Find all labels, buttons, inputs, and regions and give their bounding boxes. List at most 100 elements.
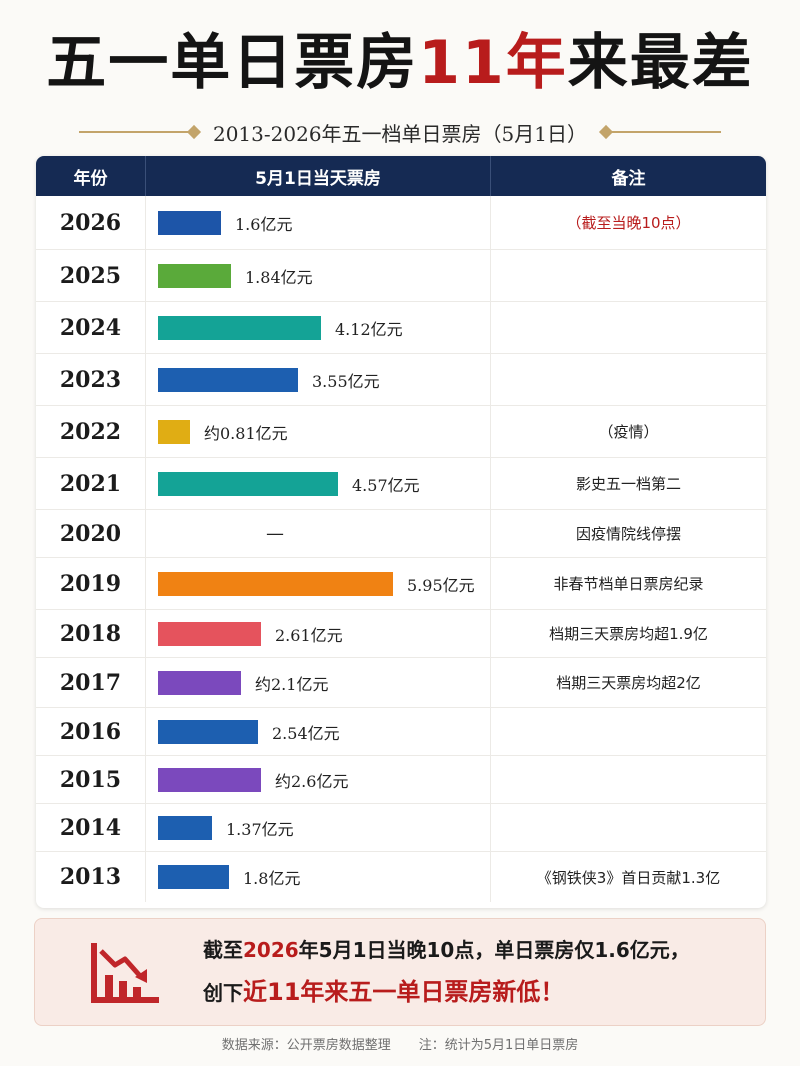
bar-2023 — [158, 367, 298, 392]
subtitle-row: 2013-2026年五一档单日票房（5月1日） — [0, 112, 800, 152]
table-row: 2021 4.57亿元 影史五一档第二 — [36, 458, 766, 510]
bar-2013 — [158, 865, 229, 889]
bar-cell: 5.95亿元 — [146, 558, 491, 609]
note-cell: 档期三天票房均超1.9亿 — [549, 625, 708, 643]
callout-line1-b: 年5月1日当晚10点，单日票房仅1.6亿元， — [298, 938, 690, 962]
year-label: 2023 — [36, 354, 146, 405]
value-label: 约0.81亿元 — [204, 423, 288, 443]
box-office-table: 年份 5月1日当天票房 备注 2026 1.6亿元 （截至当晚10点） 2025 1.8… — [36, 156, 766, 908]
title-post: 来最差 — [567, 28, 754, 98]
value-label: 1.8亿元 — [243, 869, 301, 888]
year-label: 2014 — [36, 804, 146, 851]
note-cell: 影史五一档第二 — [575, 475, 681, 493]
bar-2024 — [158, 315, 321, 340]
year-label: 2020 — [36, 510, 146, 557]
note-cell — [491, 302, 766, 353]
callout-line2-a: 创下 — [203, 981, 243, 1005]
table-row: 2025 1.84亿元 — [36, 250, 766, 302]
note-cell: 非春节档单日票房纪录 — [553, 575, 704, 593]
note-cell: （疫情） — [598, 423, 659, 441]
table-row: 2014 1.37亿元 — [36, 804, 766, 852]
table-header: 年份 5月1日当天票房 备注 — [36, 156, 766, 196]
summary-callout: 截至2026年5月1日当晚10点，单日票房仅1.6亿元， 创下近11年来五一单日… — [34, 918, 766, 1026]
bar-2015 — [158, 767, 261, 792]
table-row: 2019 5.95亿元 非春节档单日票房纪录 — [36, 558, 766, 610]
year-label: 2018 — [36, 610, 146, 657]
data-source: 数据来源：公开票房数据整理 — [221, 1038, 391, 1053]
bar-cell: 2.61亿元 — [146, 610, 491, 657]
note-cell: （截至当晚10点） — [566, 214, 691, 232]
callout-text: 截至2026年5月1日当晚10点，单日票房仅1.6亿元， 创下近11年来五一单日… — [203, 929, 743, 1014]
value-label: 约2.6亿元 — [275, 771, 349, 791]
right-ornament — [598, 124, 721, 140]
note-cell — [491, 756, 766, 803]
bar-cell: 约0.81亿元 — [146, 406, 491, 457]
table-row: 2017 约2.1亿元 档期三天票房均超2亿 — [36, 658, 766, 708]
bar-cell: 1.6亿元 — [146, 196, 491, 249]
bar-cell: 3.55亿元 — [146, 354, 491, 405]
table-row: 2013 1.8亿元 《钢铁侠3》首日贡献1.3亿 — [36, 852, 766, 902]
bar-cell: 约2.6亿元 — [146, 756, 491, 803]
bar-cell: 约2.1亿元 — [146, 658, 491, 707]
year-label: 2013 — [36, 852, 146, 902]
bar-2025 — [158, 263, 231, 288]
table-row: 2016 2.54亿元 — [36, 708, 766, 756]
bar-2018 — [158, 621, 261, 646]
bar-2021 — [158, 471, 338, 496]
value-label: 3.55亿元 — [312, 371, 380, 391]
callout-line2-b: 近11年来五一单日票房新低！ — [243, 978, 565, 1006]
page-title: 五一单日票房11年来最差 — [0, 18, 800, 108]
bar-cell: 1.37亿元 — [146, 804, 491, 851]
header-year: 年份 — [36, 156, 146, 196]
table-row: 2024 4.12亿元 — [36, 302, 766, 354]
note-cell — [491, 354, 766, 405]
note-cell — [491, 250, 766, 301]
footer: 数据来源：公开票房数据整理 注：统计为5月1日单日票房 — [0, 1034, 800, 1058]
title-highlight: 11年 — [418, 28, 568, 98]
bar-2017 — [158, 670, 241, 695]
bar-2016 — [158, 719, 258, 744]
table-body: 2026 1.6亿元 （截至当晚10点） 2025 1.84亿元 2024 4.12亿元 20… — [36, 196, 766, 908]
year-label: 2021 — [36, 458, 146, 509]
bar-cell: 4.12亿元 — [146, 302, 491, 353]
note-cell: 档期三天票房均超2亿 — [556, 674, 701, 692]
bar-cell: 2.54亿元 — [146, 708, 491, 755]
year-label: 2022 — [36, 406, 146, 457]
table-row: 2020 — 因疫情院线停摆 — [36, 510, 766, 558]
value-label: 约2.1亿元 — [255, 674, 329, 694]
callout-line1-a: 截至 — [203, 938, 243, 962]
callout-year: 2026 — [243, 938, 299, 962]
table-row: 2022 约0.81亿元 （疫情） — [36, 406, 766, 458]
table-row: 2018 2.61亿元 档期三天票房均超1.9亿 — [36, 610, 766, 658]
chart-subtitle: 2013-2026年五一档单日票房（5月1日） — [212, 121, 587, 146]
year-label: 2015 — [36, 756, 146, 803]
year-label: 2017 — [36, 658, 146, 707]
value-label: 1.37亿元 — [226, 819, 294, 839]
bar-2022 — [158, 419, 190, 444]
year-label: 2026 — [36, 196, 146, 249]
year-label: 2024 — [36, 302, 146, 353]
footer-note: 注：统计为5月1日单日票房 — [418, 1038, 579, 1053]
bar-2014 — [158, 815, 212, 840]
bar-cell: 1.84亿元 — [146, 250, 491, 301]
left-ornament — [78, 124, 202, 140]
table-row: 2023 3.55亿元 — [36, 354, 766, 406]
bar-cell: 1.8亿元 — [146, 852, 491, 902]
year-label: 2016 — [36, 708, 146, 755]
bar-cell: 4.57亿元 — [146, 458, 491, 509]
value-label: 2.54亿元 — [272, 723, 340, 743]
header-note: 备注 — [611, 168, 646, 189]
header-box-office: 5月1日当天票房 — [146, 156, 491, 196]
note-cell — [491, 804, 766, 851]
year-label: 2025 — [36, 250, 146, 301]
note-cell — [491, 708, 766, 755]
bar-cell: — — [146, 510, 491, 557]
value-label: 2.61亿元 — [275, 625, 343, 645]
declining-chart-icon — [91, 943, 159, 1003]
bar-2026 — [158, 210, 221, 235]
table-row: 2026 1.6亿元 （截至当晚10点） — [36, 196, 766, 250]
value-label: 4.57亿元 — [352, 475, 420, 495]
year-label: 2019 — [36, 558, 146, 609]
value-label: 1.6亿元 — [235, 214, 293, 234]
value-label: 5.95亿元 — [407, 575, 475, 595]
